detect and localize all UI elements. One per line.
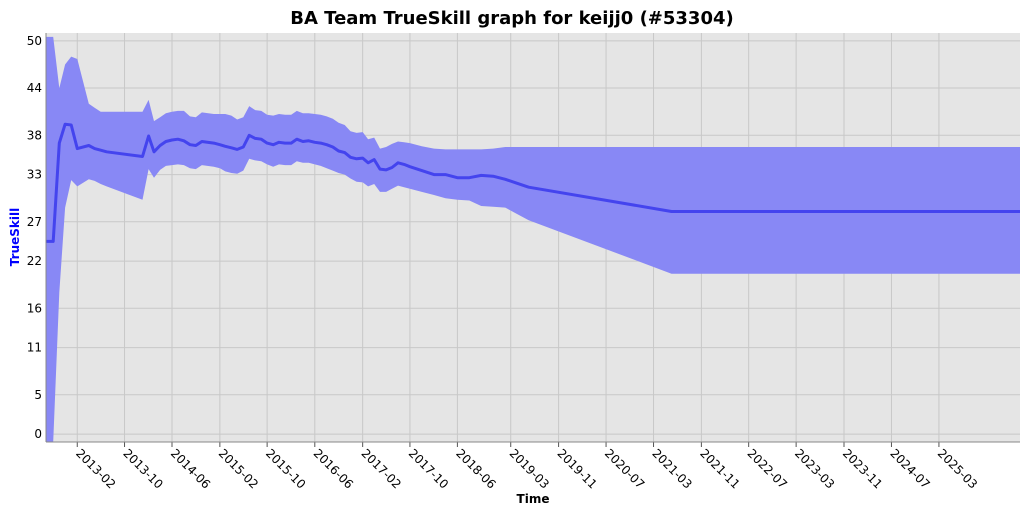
y-tick-labels: 0 5 11 16 22 27 33 38 44 50 xyxy=(27,34,42,441)
y-tick-label: 38 xyxy=(27,128,42,142)
y-tick-label: 50 xyxy=(27,34,42,48)
uncertainty-band xyxy=(46,36,1020,442)
y-tick-label: 22 xyxy=(27,254,42,268)
y-axis-label: TrueSkill xyxy=(8,208,22,266)
chart-title: BA Team TrueSkill graph for keijj0 (#533… xyxy=(290,8,733,29)
data-layer xyxy=(46,36,1020,442)
y-tick-label: 0 xyxy=(34,427,42,441)
y-tick-label: 33 xyxy=(27,168,42,182)
y-tick-label: 27 xyxy=(27,215,42,229)
y-tick-label: 44 xyxy=(27,81,42,95)
y-tick-label: 16 xyxy=(27,301,42,315)
x-axis-label: Time xyxy=(517,492,550,506)
y-tick-label: 11 xyxy=(27,341,42,355)
trueskill-line xyxy=(46,122,1020,243)
y-tick-label: 5 xyxy=(34,388,42,402)
